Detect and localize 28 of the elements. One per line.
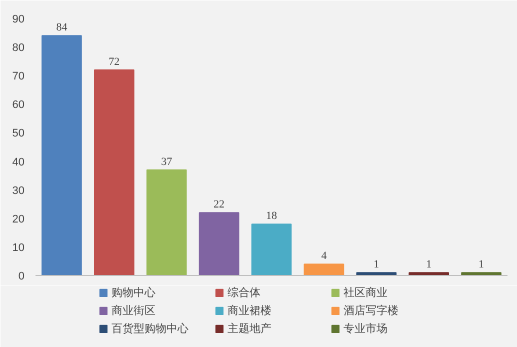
legend-label: 主题地产	[228, 322, 272, 336]
legend-label: 酒店写字楼	[344, 304, 400, 318]
y-tick-label: 90	[12, 14, 25, 26]
data-label: 37	[161, 156, 173, 168]
data-label: 1	[478, 258, 484, 271]
data-label: 22	[214, 198, 225, 211]
data-label: 72	[108, 56, 120, 68]
legend-label: 专业市场	[344, 322, 388, 336]
y-tick-label: 30	[12, 184, 25, 197]
y-tick-label: 50	[12, 128, 25, 140]
data-label: 1	[426, 258, 432, 271]
y-tick-label: 60	[12, 99, 25, 112]
y-tick-label: 0	[18, 270, 25, 282]
legend-label: 社区商业	[344, 286, 388, 300]
legend-label: 综合体	[228, 286, 262, 300]
y-tick-label: 70	[12, 70, 25, 83]
legend-label: 购物中心	[112, 286, 156, 300]
data-label: 4	[321, 250, 328, 262]
legend-label: 百货型购物中心	[112, 322, 190, 336]
data-label: 84	[56, 22, 68, 34]
y-tick-label: 80	[12, 42, 25, 54]
y-tick-label: 20	[12, 213, 25, 226]
data-label: 18	[266, 210, 278, 222]
legend-label: 商业裙楼	[228, 304, 272, 318]
y-tick-label: 10	[12, 242, 25, 254]
y-tick-label: 40	[12, 156, 25, 168]
data-label: 1	[374, 258, 380, 271]
legend-label: 商业街区	[112, 304, 156, 318]
